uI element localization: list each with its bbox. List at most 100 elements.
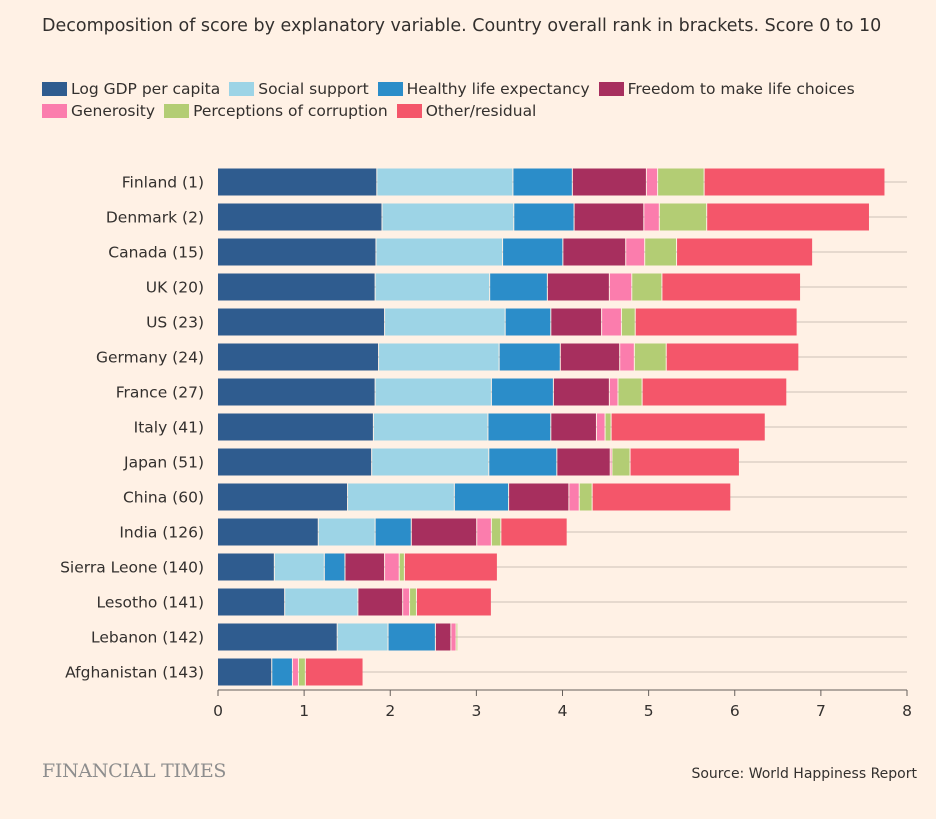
category-label-finland-1: Finland (1) bbox=[122, 174, 204, 192]
category-label-japan-51: Japan (51) bbox=[123, 454, 204, 472]
stacked-bar-chart: Finland (1) Denmark (2) Canada (15) UK (20)… bbox=[60, 168, 912, 720]
bar-lesotho-141-perceptions-of-corruption bbox=[410, 588, 416, 616]
bar-canada-15-freedom-to-make-life-choices bbox=[563, 238, 626, 266]
source-note: Source: World Happiness Report bbox=[691, 766, 917, 782]
bar-sierra-leone-140-log-gdp-per-capita bbox=[218, 553, 274, 581]
bar-denmark-2-social-support bbox=[382, 203, 514, 231]
bar-lebanon-142-generosity bbox=[451, 623, 456, 651]
bar-canada-15-generosity bbox=[626, 238, 645, 266]
bar-lesotho-141-freedom-to-make-life-choices bbox=[358, 588, 403, 616]
category-label-italy-41: Italy (41) bbox=[134, 419, 204, 437]
legend-label-log-gdp: Log GDP per capita bbox=[71, 80, 221, 98]
bar-finland-1-generosity bbox=[646, 168, 658, 196]
bar-finland-1-healthy-life-expectancy bbox=[513, 168, 572, 196]
legend-swatch-generosity bbox=[42, 104, 67, 118]
bar-germany-24-social-support bbox=[379, 343, 499, 371]
bar-japan-51-healthy-life-expectancy bbox=[489, 448, 557, 476]
bar-afghanistan-143-other-residual bbox=[305, 658, 363, 686]
bar-uk-20-generosity bbox=[609, 273, 632, 301]
bar-afghanistan-143-log-gdp-per-capita bbox=[218, 658, 272, 686]
bar-denmark-2-generosity bbox=[644, 203, 659, 231]
bar-lesotho-141-other-residual bbox=[416, 588, 491, 616]
bar-canada-15-social-support bbox=[376, 238, 503, 266]
category-label-lesotho-141: Lesotho (141) bbox=[97, 594, 204, 612]
x-tick-label-6: 6 bbox=[730, 702, 740, 720]
legend-item-freedom: Freedom to make life choices bbox=[598, 78, 855, 100]
category-label-us-23: US (23) bbox=[146, 314, 204, 332]
legend-swatch-social-support bbox=[229, 82, 255, 96]
category-label-uk-20: UK (20) bbox=[146, 279, 204, 297]
bar-japan-51-social-support bbox=[372, 448, 489, 476]
bar-japan-51-other-residual bbox=[630, 448, 739, 476]
bar-finland-1-perceptions-of-corruption bbox=[658, 168, 704, 196]
bar-canada-15-healthy-life-expectancy bbox=[503, 238, 563, 266]
bar-italy-41-generosity bbox=[596, 413, 605, 441]
bar-china-60-log-gdp-per-capita bbox=[218, 483, 348, 511]
x-tick-label-1: 1 bbox=[299, 702, 309, 720]
bar-denmark-2-log-gdp-per-capita bbox=[218, 203, 382, 231]
bar-lesotho-141-social-support bbox=[285, 588, 358, 616]
bar-india-126-perceptions-of-corruption bbox=[491, 518, 501, 546]
legend-swatch-freedom bbox=[598, 82, 624, 96]
bar-france-27-other-residual bbox=[642, 378, 787, 406]
legend-label-freedom: Freedom to make life choices bbox=[627, 80, 855, 98]
bar-lesotho-141-log-gdp-per-capita bbox=[218, 588, 285, 616]
bar-uk-20-freedom-to-make-life-choices bbox=[547, 273, 609, 301]
bar-lebanon-142-perceptions-of-corruption bbox=[456, 623, 458, 651]
bar-lebanon-142-freedom-to-make-life-choices bbox=[435, 623, 451, 651]
category-label-india-126: India (126) bbox=[119, 524, 204, 542]
bar-italy-41-perceptions-of-corruption bbox=[605, 413, 611, 441]
legend-item-generosity: Generosity bbox=[42, 100, 155, 122]
bar-china-60-perceptions-of-corruption bbox=[579, 483, 592, 511]
legend-item-social-support: Social support bbox=[229, 78, 369, 100]
bar-china-60-other-residual bbox=[592, 483, 731, 511]
category-label-lebanon-142: Lebanon (142) bbox=[91, 629, 204, 647]
legend-label-generosity: Generosity bbox=[71, 102, 156, 120]
bar-india-126-healthy-life-expectancy bbox=[375, 518, 411, 546]
legend-item-corruption: Perceptions of corruption bbox=[164, 100, 388, 122]
category-label-germany-24: Germany (24) bbox=[96, 349, 204, 367]
bar-us-23-generosity bbox=[602, 308, 621, 336]
bar-lebanon-142-healthy-life-expectancy bbox=[388, 623, 435, 651]
bar-italy-41-freedom-to-make-life-choices bbox=[551, 413, 596, 441]
bar-us-23-healthy-life-expectancy bbox=[505, 308, 551, 336]
chart-title: Decomposition of score by explanatory va… bbox=[42, 16, 882, 36]
bar-sierra-leone-140-social-support bbox=[274, 553, 324, 581]
bar-japan-51-perceptions-of-corruption bbox=[612, 448, 630, 476]
chart-legend: Log GDP per capita Social support Health… bbox=[42, 78, 912, 122]
bar-china-60-freedom-to-make-life-choices bbox=[509, 483, 569, 511]
bar-sierra-leone-140-perceptions-of-corruption bbox=[399, 553, 404, 581]
bar-canada-15-log-gdp-per-capita bbox=[218, 238, 376, 266]
bar-italy-41-healthy-life-expectancy bbox=[488, 413, 551, 441]
bar-france-27-log-gdp-per-capita bbox=[218, 378, 375, 406]
x-tick-label-7: 7 bbox=[816, 702, 826, 720]
legend-row-1: Log GDP per capita Social support Health… bbox=[42, 78, 912, 100]
x-tick-label-3: 3 bbox=[471, 702, 481, 720]
bar-china-60-generosity bbox=[569, 483, 579, 511]
bar-us-23-other-residual bbox=[635, 308, 797, 336]
bar-denmark-2-healthy-life-expectancy bbox=[514, 203, 574, 231]
bar-denmark-2-freedom-to-make-life-choices bbox=[574, 203, 644, 231]
bar-sierra-leone-140-generosity bbox=[385, 553, 399, 581]
bar-afghanistan-143-healthy-life-expectancy bbox=[272, 658, 292, 686]
bar-italy-41-log-gdp-per-capita bbox=[218, 413, 373, 441]
bar-lebanon-142-log-gdp-per-capita bbox=[218, 623, 337, 651]
bar-france-27-perceptions-of-corruption bbox=[618, 378, 642, 406]
legend-row-2: Generosity Perceptions of corruption Oth… bbox=[42, 100, 912, 122]
bar-italy-41-other-residual bbox=[611, 413, 765, 441]
bar-afghanistan-143-generosity bbox=[292, 658, 298, 686]
x-tick-label-8: 8 bbox=[902, 702, 912, 720]
bar-germany-24-freedom-to-make-life-choices bbox=[560, 343, 620, 371]
bar-india-126-other-residual bbox=[501, 518, 567, 546]
legend-label-corruption: Perceptions of corruption bbox=[193, 102, 388, 120]
bar-france-27-social-support bbox=[375, 378, 491, 406]
bar-us-23-freedom-to-make-life-choices bbox=[551, 308, 602, 336]
bar-uk-20-social-support bbox=[375, 273, 490, 301]
ft-logo: FINANCIAL TIMES bbox=[42, 760, 227, 782]
bar-japan-51-generosity bbox=[610, 448, 612, 476]
bar-germany-24-log-gdp-per-capita bbox=[218, 343, 379, 371]
legend-item-residual: Other/residual bbox=[396, 100, 536, 122]
bar-afghanistan-143-perceptions-of-corruption bbox=[298, 658, 305, 686]
bar-germany-24-other-residual bbox=[666, 343, 799, 371]
legend-label-social-support: Social support bbox=[258, 80, 369, 98]
